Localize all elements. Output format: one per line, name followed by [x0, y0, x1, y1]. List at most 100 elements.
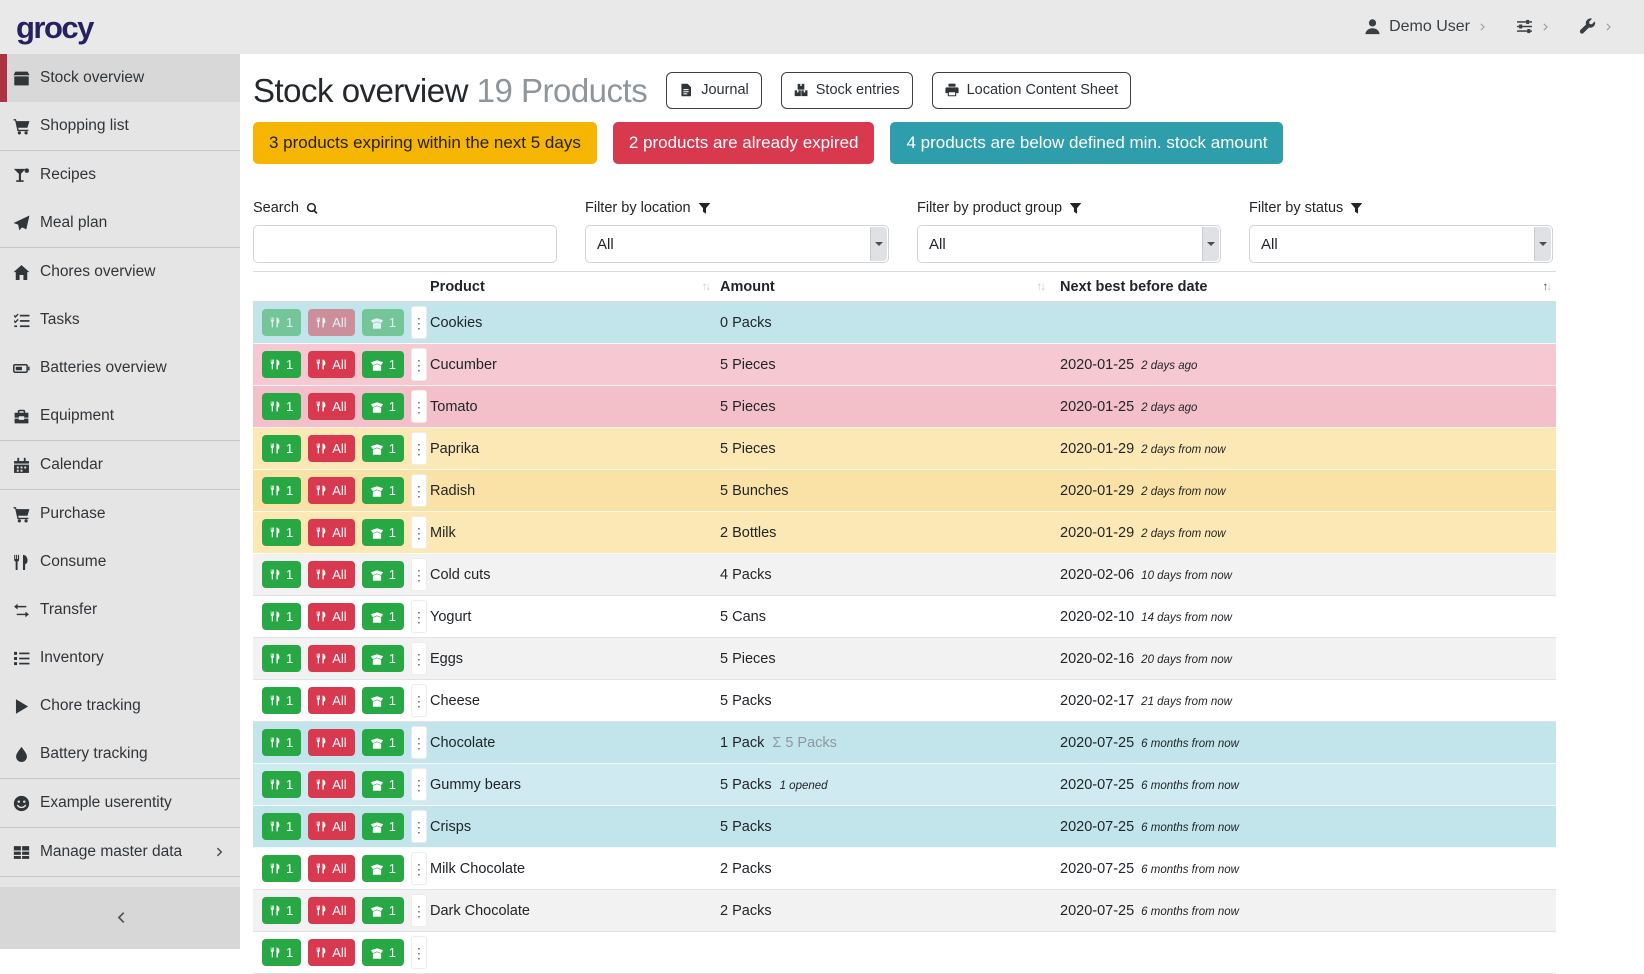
consume-one-button[interactable]: 1 [262, 897, 302, 924]
consume-one-button[interactable]: 1 [262, 729, 302, 756]
app-logo[interactable]: grocy [16, 9, 94, 45]
sidebar-item-manage-master-data[interactable]: Manage master data [0, 828, 240, 876]
sidebar-item-meal-plan[interactable]: Meal plan [0, 199, 240, 247]
consume-all-button[interactable]: All [308, 729, 355, 756]
consume-one-button[interactable]: 1 [262, 813, 302, 840]
consume-one-button[interactable]: 1 [262, 519, 302, 546]
open-one-button[interactable]: 1 [361, 309, 404, 336]
row-menu-button[interactable]: ⋮ [410, 894, 427, 927]
consume-all-button[interactable]: All [308, 939, 355, 966]
column-next-best-before-date[interactable]: Next best before date ↑↓ [1060, 278, 1552, 295]
consume-all-button[interactable]: All [308, 351, 355, 378]
sidebar-item-example-userentity[interactable]: Example userentity [0, 779, 240, 827]
open-one-button[interactable]: 1 [361, 813, 404, 840]
status-select[interactable]: All [1249, 225, 1553, 263]
row-menu-button[interactable]: ⋮ [410, 642, 427, 675]
consume-all-button[interactable]: All [308, 603, 355, 630]
expired-alert[interactable]: 2 products are already expired [612, 122, 875, 164]
below-min-stock-alert[interactable]: 4 products are below defined min. stock … [890, 122, 1284, 164]
open-one-button[interactable]: 1 [361, 477, 404, 504]
column-product[interactable]: Product ↑↓ [430, 278, 711, 295]
consume-one-button[interactable]: 1 [262, 855, 302, 882]
open-one-button[interactable]: 1 [361, 771, 404, 798]
row-menu-button[interactable]: ⋮ [410, 600, 427, 633]
sidebar-item-chore-tracking[interactable]: Chore tracking [0, 682, 240, 730]
consume-one-button[interactable]: 1 [262, 771, 302, 798]
sidebar-item-purchase[interactable]: Purchase [0, 490, 240, 538]
column-amount[interactable]: Amount ↑↓ [720, 278, 1046, 295]
consume-one-button[interactable]: 1 [262, 645, 302, 672]
search-input[interactable] [253, 225, 557, 263]
open-one-button[interactable]: 1 [361, 687, 404, 714]
consume-all-button[interactable]: All [308, 393, 355, 420]
sidebar-item-chores-overview[interactable]: Chores overview [0, 248, 240, 296]
sidebar-item-battery-tracking[interactable]: Battery tracking [0, 730, 240, 778]
row-menu-button[interactable]: ⋮ [410, 810, 427, 843]
sidebar-item-stock-overview[interactable]: Stock overview [0, 54, 240, 102]
journal-button[interactable]: Journal [666, 71, 762, 109]
open-one-button[interactable]: 1 [361, 855, 404, 882]
open-one-button[interactable]: 1 [361, 435, 404, 462]
consume-one-button[interactable]: 1 [262, 435, 302, 462]
row-actions: 1 All 1 ⋮ [253, 642, 427, 675]
row-menu-button[interactable]: ⋮ [410, 558, 427, 591]
row-menu-button[interactable]: ⋮ [410, 306, 427, 339]
open-one-button[interactable]: 1 [361, 939, 404, 966]
open-one-button[interactable]: 1 [361, 603, 404, 630]
sidebar-item-transfer[interactable]: Transfer [0, 586, 240, 634]
consume-all-button[interactable]: All [308, 309, 355, 336]
sidebar-item-consume[interactable]: Consume [0, 538, 240, 586]
sidebar-collapse-button[interactable] [0, 887, 240, 949]
consume-one-button[interactable]: 1 [262, 393, 302, 420]
open-one-button[interactable]: 1 [361, 645, 404, 672]
open-one-button[interactable]: 1 [361, 393, 404, 420]
sidebar-item-batteries-overview[interactable]: Batteries overview [0, 344, 240, 392]
consume-one-button[interactable]: 1 [262, 477, 302, 504]
consume-all-button[interactable]: All [308, 561, 355, 588]
consume-all-button[interactable]: All [308, 855, 355, 882]
sidebar-item-recipes[interactable]: Recipes [0, 151, 240, 199]
open-one-button[interactable]: 1 [361, 351, 404, 378]
location-content-sheet-button[interactable]: Location Content Sheet [931, 71, 1132, 109]
sidebar-item-equipment[interactable]: Equipment [0, 392, 240, 440]
row-menu-button[interactable]: ⋮ [410, 432, 427, 465]
open-one-button[interactable]: 1 [361, 729, 404, 756]
row-menu-button[interactable]: ⋮ [410, 474, 427, 507]
row-menu-button[interactable]: ⋮ [410, 348, 427, 381]
consume-one-button[interactable]: 1 [262, 351, 302, 378]
row-menu-button[interactable]: ⋮ [410, 936, 427, 969]
sidebar-item-tasks[interactable]: Tasks [0, 296, 240, 344]
sidebar-item-shopping-list[interactable]: Shopping list [0, 102, 240, 150]
user-menu[interactable]: Demo User [1364, 18, 1488, 36]
consume-all-button[interactable]: All [308, 519, 355, 546]
consume-all-button[interactable]: All [308, 897, 355, 924]
settings-menu[interactable] [1516, 18, 1551, 36]
stock-entries-button[interactable]: Stock entries [780, 71, 913, 109]
admin-menu[interactable] [1579, 18, 1614, 36]
consume-all-button[interactable]: All [308, 477, 355, 504]
open-one-button[interactable]: 1 [361, 519, 404, 546]
consume-one-button[interactable]: 1 [262, 309, 302, 336]
row-menu-button[interactable]: ⋮ [410, 768, 427, 801]
product-group-select[interactable]: All [917, 225, 1221, 263]
consume-all-button[interactable]: All [308, 813, 355, 840]
consume-all-button[interactable]: All [308, 645, 355, 672]
consume-one-button[interactable]: 1 [262, 939, 302, 966]
consume-one-button[interactable]: 1 [262, 561, 302, 588]
consume-all-button[interactable]: All [308, 435, 355, 462]
consume-all-button[interactable]: All [308, 771, 355, 798]
row-menu-button[interactable]: ⋮ [410, 390, 427, 423]
row-menu-button[interactable]: ⋮ [410, 516, 427, 549]
expiring-soon-alert[interactable]: 3 products expiring within the next 5 da… [253, 122, 597, 164]
sidebar-item-inventory[interactable]: Inventory [0, 634, 240, 682]
row-menu-button[interactable]: ⋮ [410, 726, 427, 759]
open-one-button[interactable]: 1 [361, 561, 404, 588]
sidebar-item-calendar[interactable]: Calendar [0, 441, 240, 489]
consume-one-button[interactable]: 1 [262, 687, 302, 714]
row-menu-button[interactable]: ⋮ [410, 684, 427, 717]
open-one-button[interactable]: 1 [361, 897, 404, 924]
consume-one-button[interactable]: 1 [262, 603, 302, 630]
row-menu-button[interactable]: ⋮ [410, 852, 427, 885]
consume-all-button[interactable]: All [308, 687, 355, 714]
location-select[interactable]: All [585, 225, 889, 263]
